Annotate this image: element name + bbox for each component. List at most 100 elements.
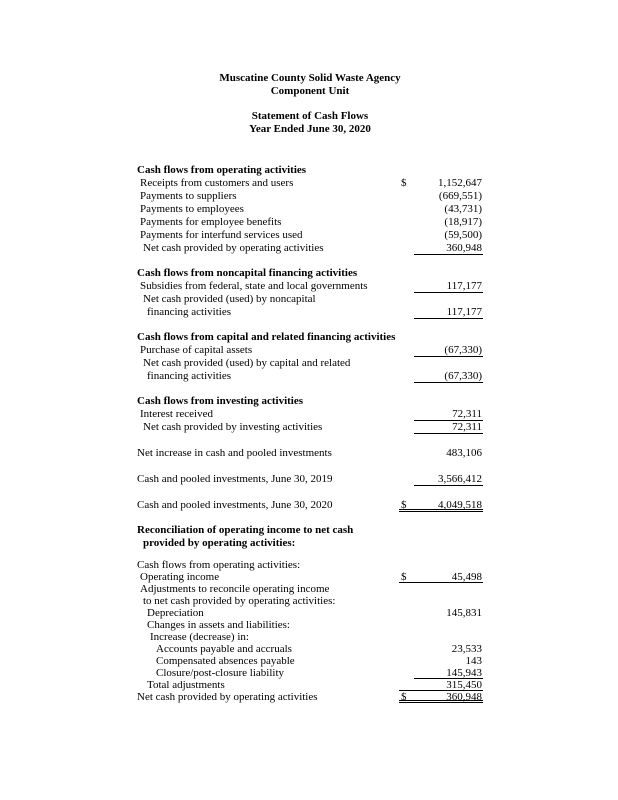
dollar-sign: $ bbox=[401, 571, 407, 583]
dollar-sign bbox=[399, 537, 414, 550]
row-label: Compensated absences payable bbox=[156, 655, 295, 667]
row-amount bbox=[414, 164, 483, 177]
row-label: Increase (decrease) in: bbox=[150, 631, 249, 643]
dollar-sign bbox=[399, 524, 414, 537]
row-amount bbox=[414, 267, 483, 280]
row-amount: 117,177 bbox=[414, 280, 483, 293]
dollar-sign bbox=[399, 447, 414, 460]
statement-row: Payments to suppliers (669,551) bbox=[137, 190, 483, 203]
row-label: Net increase in cash and pooled investme… bbox=[137, 447, 332, 459]
row-label: Cash and pooled investments, June 30, 20… bbox=[137, 473, 333, 485]
row-amount: 315,450 bbox=[446, 679, 482, 691]
row-amount-cell bbox=[399, 619, 483, 631]
row-amount: (67,330) bbox=[414, 344, 483, 357]
row-amount-cell: 23,533 bbox=[399, 643, 483, 655]
dollar-sign bbox=[399, 370, 414, 383]
statement-row: Purchase of capital assets (67,330) bbox=[137, 344, 483, 357]
dollar-sign bbox=[399, 293, 414, 306]
row-amount-cell bbox=[399, 559, 483, 571]
row-amount-cell: 3,566,412 bbox=[399, 473, 483, 486]
row-label: Net cash provided (used) by capital and … bbox=[143, 357, 351, 369]
row-label: Payments to suppliers bbox=[140, 190, 237, 202]
row-amount: 360,948 bbox=[414, 242, 483, 255]
statement-row: Compensated absences payable 143 bbox=[137, 655, 483, 667]
row-label: Changes in assets and liabilities: bbox=[147, 619, 290, 631]
row-amount-cell: (18,917) bbox=[399, 216, 483, 229]
statement-row: Subsidies from federal, state and local … bbox=[137, 280, 483, 293]
row-amount: 72,311 bbox=[414, 408, 483, 421]
row-label: Receipts from customers and users bbox=[140, 177, 294, 189]
statement-row: Changes in assets and liabilities: bbox=[137, 619, 483, 631]
row-amount: 145,943 bbox=[414, 667, 483, 679]
row-amount-cell: 72,311 bbox=[399, 408, 483, 421]
statement-row: Cash and pooled investments, June 30, 20… bbox=[137, 499, 483, 512]
row-label: Cash flows from noncapital financing act… bbox=[137, 267, 358, 279]
row-label: Depreciation bbox=[147, 607, 204, 619]
dollar-sign: $ bbox=[401, 691, 407, 703]
row-label: financing activities bbox=[147, 370, 231, 382]
statement-row: Payments for employee benefits (18,917) bbox=[137, 216, 483, 229]
dollar-sign bbox=[399, 631, 414, 643]
statement-period: Year Ended June 30, 2020 bbox=[249, 123, 371, 135]
row-amount bbox=[414, 537, 483, 550]
row-label: Cash flows from capital and related fina… bbox=[137, 331, 396, 343]
row-label: Cash flows from operating activities bbox=[137, 164, 307, 176]
dollar-sign bbox=[399, 190, 414, 203]
row-label: Interest received bbox=[140, 408, 213, 420]
statement-row: provided by operating activities: bbox=[137, 537, 483, 550]
statement-row: Accounts payable and accruals 23,533 bbox=[137, 643, 483, 655]
row-amount bbox=[414, 395, 483, 408]
statement-row: Receipts from customers and users $1,152,… bbox=[137, 177, 483, 190]
row-amount-cell: 72,311 bbox=[399, 421, 483, 434]
row-amount-cell bbox=[399, 524, 483, 537]
row-amount bbox=[414, 357, 483, 370]
statement-row: financing activities 117,177 bbox=[137, 306, 483, 319]
dollar-sign bbox=[399, 164, 414, 177]
statement-row: to net cash provided by operating activi… bbox=[137, 595, 483, 607]
row-amount-cell: 143 bbox=[399, 655, 483, 667]
row-amount bbox=[414, 293, 483, 306]
row-amount-cell: $45,498 bbox=[399, 571, 483, 583]
statement-row: Net cash provided by operating activitie… bbox=[137, 691, 483, 703]
row-amount-cell: 483,106 bbox=[399, 447, 483, 460]
dollar-sign bbox=[399, 306, 414, 319]
dollar-sign bbox=[399, 344, 414, 357]
row-amount bbox=[414, 631, 483, 643]
dollar-sign: $ bbox=[401, 177, 407, 189]
row-label: Reconciliation of operating income to ne… bbox=[137, 524, 354, 536]
dollar-sign bbox=[399, 280, 414, 293]
dollar-sign: $ bbox=[401, 499, 407, 511]
row-label: Net cash provided by operating activitie… bbox=[137, 691, 318, 703]
statement-title: Statement of Cash Flows bbox=[251, 110, 369, 122]
row-label: Net cash provided (used) by noncapital bbox=[143, 293, 316, 305]
statement-row: Interest received 72,311 bbox=[137, 408, 483, 421]
row-label: Subsidies from federal, state and local … bbox=[140, 280, 368, 292]
row-amount-cell: $1,152,647 bbox=[399, 177, 483, 190]
row-amount-cell bbox=[399, 583, 483, 595]
row-label: Payments for interfund services used bbox=[140, 229, 303, 241]
statement-row: Net cash provided by operating activitie… bbox=[137, 242, 483, 255]
dollar-sign bbox=[399, 655, 414, 667]
row-amount-cell: (59,500) bbox=[399, 229, 483, 242]
row-label: Operating income bbox=[140, 571, 220, 583]
row-label: Cash flows from operating activities: bbox=[137, 559, 301, 571]
row-label: Cash flows from investing activities bbox=[137, 395, 304, 407]
row-amount-cell: $360,948 bbox=[399, 691, 483, 703]
statement-row: Closure/post-closure liability 145,943 bbox=[137, 667, 483, 679]
row-amount: (18,917) bbox=[444, 216, 482, 228]
row-amount bbox=[414, 595, 483, 607]
row-amount-cell bbox=[399, 331, 483, 344]
row-amount-cell: 117,177 bbox=[399, 306, 483, 319]
row-amount-cell bbox=[399, 537, 483, 550]
row-label: Accounts payable and accruals bbox=[156, 643, 292, 655]
statement-row: Increase (decrease) in: bbox=[137, 631, 483, 643]
row-amount-cell bbox=[399, 164, 483, 177]
dollar-sign bbox=[399, 583, 414, 595]
row-amount-cell bbox=[399, 395, 483, 408]
row-amount: (669,551) bbox=[438, 190, 482, 202]
row-amount-cell bbox=[399, 595, 483, 607]
row-amount-cell: $4,049,518 bbox=[399, 499, 483, 512]
row-amount: (67,330) bbox=[414, 370, 483, 383]
row-label: Purchase of capital assets bbox=[140, 344, 253, 356]
dollar-sign bbox=[399, 216, 414, 229]
